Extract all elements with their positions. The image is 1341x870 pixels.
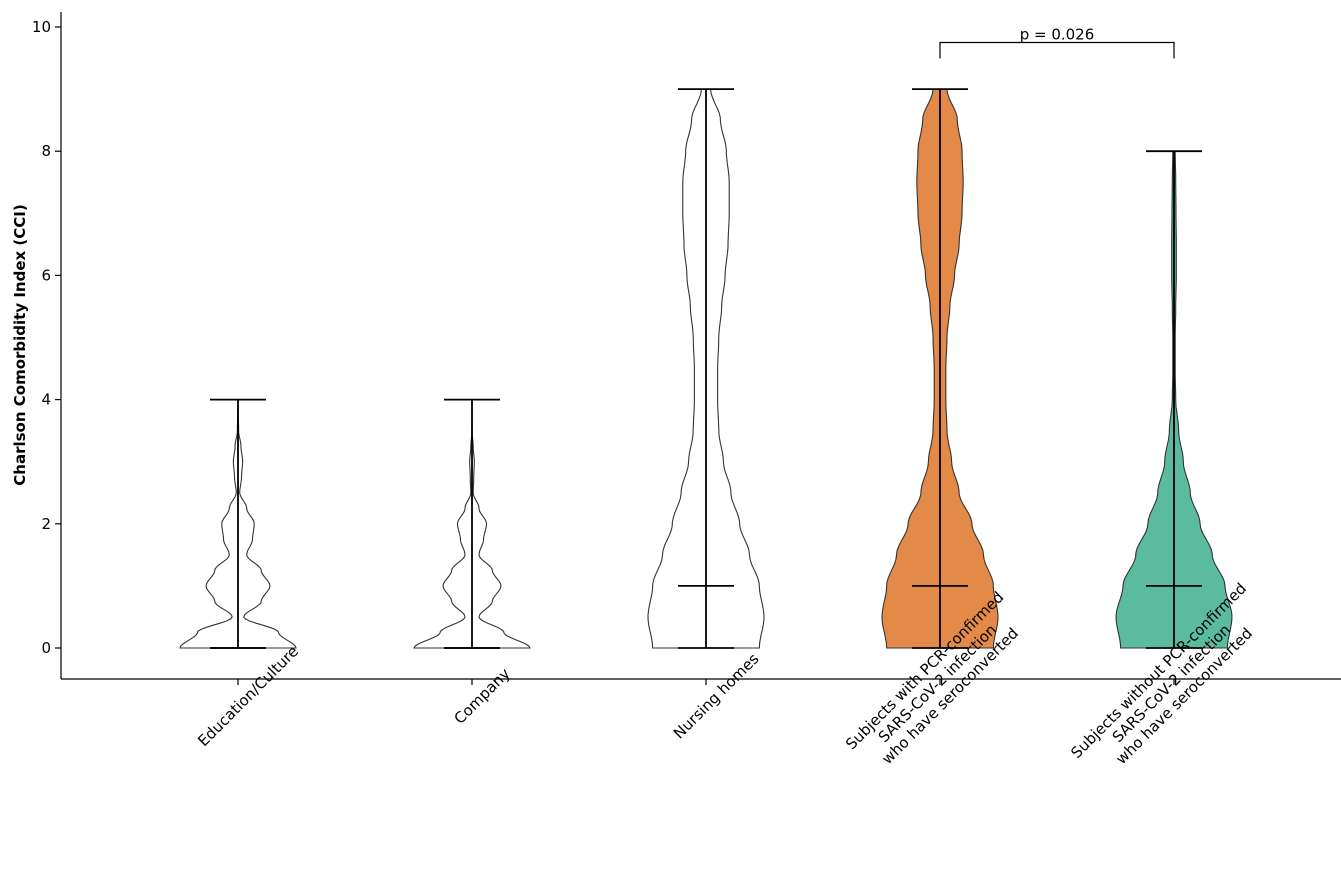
- p-value-label: p = 0.026: [1020, 26, 1095, 44]
- y-tick-label: 6: [41, 266, 51, 284]
- x-tick-label: Education/Culture: [194, 642, 302, 750]
- y-tick-label: 0: [41, 639, 51, 657]
- significance-bracket: [939, 41, 1175, 59]
- y-axis-label: Charlson Comorbidity Index (CCI): [11, 204, 29, 485]
- x-tick-label-line: Education/Culture: [194, 642, 302, 750]
- y-tick-label: 2: [41, 515, 51, 533]
- y-tick-label: 10: [32, 18, 51, 36]
- x-tick-label: Nursing homes: [670, 650, 763, 743]
- significance-annotation: p = 0.026: [939, 26, 1175, 59]
- y-tick-label: 8: [41, 142, 51, 160]
- violin-stat-lines: [210, 88, 1202, 649]
- y-ticks: 0 2 4 6 8 10: [32, 18, 61, 657]
- axes: [60, 12, 1341, 680]
- x-tick-label: Company: [451, 664, 514, 727]
- x-ticks: Education/Culture Company Nursing homes Sub…: [194, 579, 1256, 768]
- y-tick-label: 4: [41, 391, 51, 409]
- x-tick-label-line: Company: [451, 664, 514, 727]
- x-tick-label-line: Nursing homes: [670, 650, 763, 743]
